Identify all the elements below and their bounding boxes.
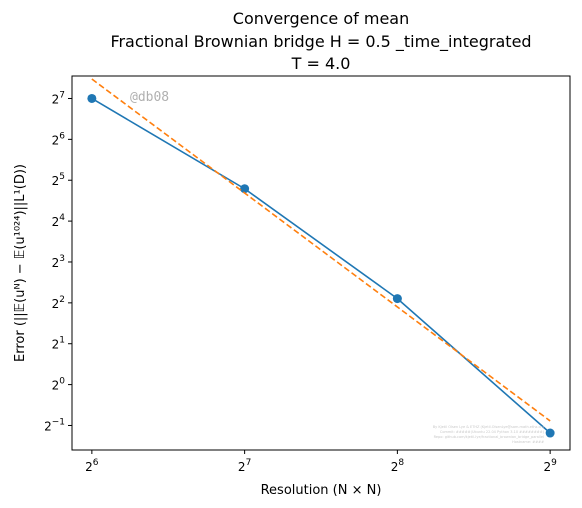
watermark: @db08: [130, 90, 169, 105]
footnote-line: Commit: #####(Ubuntu 22.04 Python 3.10 #…: [440, 430, 545, 434]
reference-fit-line: [91, 78, 551, 422]
tick-label: 29: [543, 458, 557, 474]
footnote-line: Repo: github.com/kjetil-lye/fractional_b…: [434, 435, 544, 439]
footnote-line: By Kjetil Olsen Lye & ETHZ (Kjetil.Olsen…: [433, 425, 545, 429]
plot-frame: [71, 75, 571, 451]
data-point: [392, 294, 402, 304]
x-axis-label: Resolution (N × N): [261, 483, 382, 498]
footnote: By Kjetil Olsen Lye & ETHZ (Kjetil.Olsen…: [433, 425, 545, 444]
footnote-line: Hostname: ####: [512, 440, 544, 444]
series-layer: [87, 78, 555, 438]
tick-label: 22: [52, 295, 65, 311]
data-point: [240, 184, 250, 194]
tick-label: 27: [238, 458, 251, 474]
title-line-3: T = 4.0: [291, 54, 351, 73]
data-point: [545, 428, 555, 438]
tick-label: 23: [52, 254, 65, 270]
tick-label: 21: [52, 336, 65, 352]
tick-label: 26: [85, 458, 99, 474]
tick-label: 20: [52, 377, 66, 393]
tick-label: 2−1: [44, 417, 65, 433]
plot-area: [72, 76, 570, 450]
title-line-1: Convergence of mean: [233, 9, 409, 28]
error-series-line: [91, 97, 551, 434]
tick-label: 27: [52, 90, 65, 106]
tick-label: 24: [52, 213, 66, 229]
tick-label: 25: [52, 172, 65, 188]
y-axis-label: Error (||𝔼(uᴺ) − 𝔼(u¹⁰²⁴)||L¹(D)): [13, 164, 28, 362]
tick-label: 26: [52, 131, 66, 147]
chart-title: Convergence of mean Fractional Brownian …: [110, 9, 531, 73]
tick-label: 28: [391, 458, 405, 474]
data-point: [87, 93, 97, 103]
tick-layer: 26 27 28 29 2−1 20 21 22 23 24 25 26 27: [44, 90, 557, 474]
title-line-2: Fractional Brownian bridge H = 0.5 _time…: [110, 32, 531, 52]
